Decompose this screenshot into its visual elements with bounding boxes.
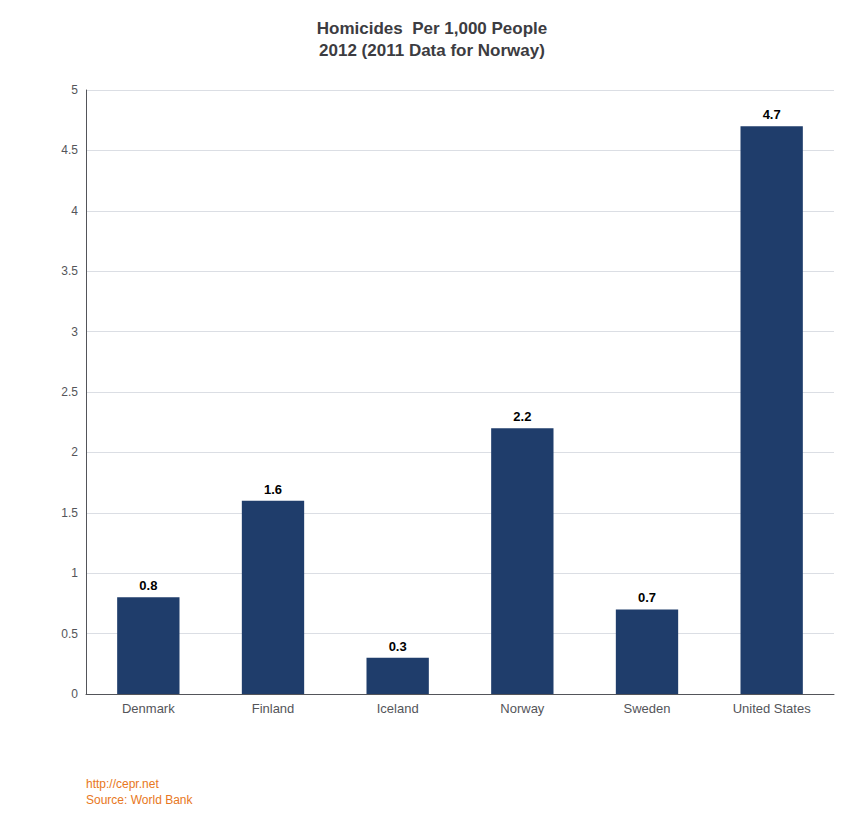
svg-text:0.8: 0.8 (139, 578, 157, 593)
svg-text:http://cepr.net: http://cepr.net (86, 777, 159, 791)
svg-text:2.5: 2.5 (61, 385, 78, 399)
svg-text:1: 1 (71, 566, 78, 580)
svg-text:2012 (2011 Data for Norway): 2012 (2011 Data for Norway) (319, 41, 545, 60)
svg-text:4.5: 4.5 (61, 143, 78, 157)
svg-text:3: 3 (71, 325, 78, 339)
svg-text:Denmark: Denmark (122, 701, 175, 716)
svg-text:4.7: 4.7 (763, 107, 781, 122)
svg-text:0.7: 0.7 (638, 590, 656, 605)
svg-text:2: 2 (71, 445, 78, 459)
svg-text:1.5: 1.5 (61, 506, 78, 520)
svg-text:Iceland: Iceland (377, 701, 419, 716)
svg-text:3.5: 3.5 (61, 264, 78, 278)
svg-text:Homicides Per 1,000 People: Homicides Per 1,000 People (317, 19, 548, 38)
svg-text:Source: World Bank: Source: World Bank (86, 793, 193, 807)
svg-text:2.2: 2.2 (513, 409, 531, 424)
svg-text:1.6: 1.6 (264, 482, 282, 497)
svg-text:Finland: Finland (252, 701, 295, 716)
svg-text:United States: United States (733, 701, 812, 716)
svg-text:0.3: 0.3 (389, 639, 407, 654)
svg-text:4: 4 (71, 204, 78, 218)
svg-text:0: 0 (71, 687, 78, 701)
svg-text:Norway: Norway (500, 701, 545, 716)
svg-text:0.5: 0.5 (61, 627, 78, 641)
svg-text:Sweden: Sweden (624, 701, 671, 716)
svg-text:5: 5 (71, 83, 78, 97)
